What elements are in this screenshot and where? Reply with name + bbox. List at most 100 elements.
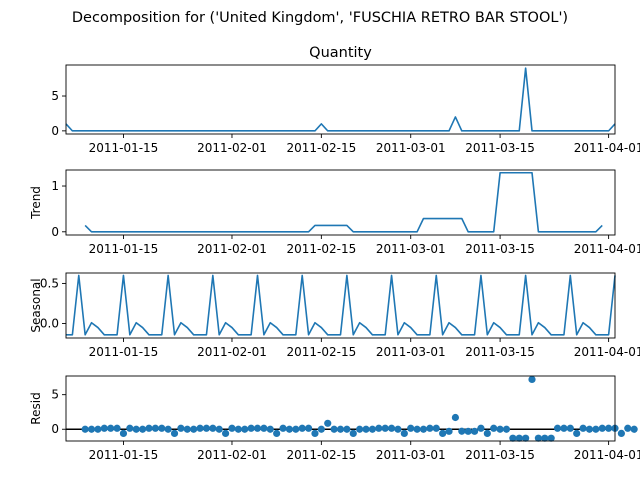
residual-point	[196, 424, 204, 432]
y-tick-label: 0	[51, 422, 59, 436]
residual-point	[324, 419, 332, 427]
residual-point	[400, 429, 408, 437]
residual-point	[356, 425, 364, 433]
axes-frame	[65, 169, 616, 236]
panel-0: Quantity 2011-01-15 2011-02-01 2011-02-15 20…	[51, 45, 640, 155]
x-tick-label: 2011-03-01	[376, 345, 446, 359]
residual-point	[139, 425, 147, 433]
residual-point	[381, 424, 389, 432]
x-tick-label: 2011-04-01	[574, 345, 640, 359]
residual-point	[94, 425, 102, 433]
residual-point	[266, 425, 274, 433]
series-line	[84, 171, 603, 233]
residual-point	[119, 429, 128, 437]
residual-point	[458, 427, 466, 435]
residual-point	[496, 425, 504, 433]
residual-point	[304, 424, 313, 432]
residual-point	[585, 425, 594, 433]
residual-point	[407, 424, 415, 432]
residual-point	[560, 424, 568, 432]
x-tick-label: 2011-01-15	[89, 242, 159, 256]
residual-point	[547, 434, 555, 442]
x-tick-label: 2011-04-01	[574, 242, 640, 256]
residual-point	[311, 429, 319, 437]
residual-point	[221, 429, 230, 437]
residual-point	[285, 425, 294, 433]
residual-point	[170, 429, 179, 437]
residual-point	[234, 425, 242, 433]
residual-point	[534, 434, 542, 442]
residual-point	[579, 424, 587, 432]
residual-point	[490, 424, 498, 432]
x-tick-label: 2011-04-01	[574, 448, 640, 462]
residual-point	[419, 425, 428, 433]
residual-point	[202, 424, 211, 432]
residual-point	[158, 424, 166, 432]
residual-point	[394, 425, 402, 433]
residual-point	[260, 424, 268, 432]
residual-point	[573, 429, 581, 437]
residual-point	[368, 425, 377, 433]
residual-point	[253, 424, 262, 432]
residual-point	[502, 425, 511, 433]
x-tick-label: 2011-02-15	[286, 242, 356, 256]
residual-point	[515, 434, 523, 442]
y-axis-label: Resid	[29, 392, 43, 424]
residual-point	[132, 425, 140, 433]
x-tick-label: 2011-03-01	[376, 141, 446, 155]
panel-2: Seasonal 2011-01-15 2011-02-01 2011-02-15 20…	[29, 272, 640, 359]
residual-point	[343, 425, 351, 433]
y-axis-label: Seasonal	[29, 278, 43, 332]
x-tick-label: 2011-03-15	[465, 242, 535, 256]
x-tick-label: 2011-03-15	[465, 448, 535, 462]
residual-point	[279, 424, 287, 432]
residual-point	[177, 424, 185, 432]
residual-point	[387, 424, 396, 432]
residual-point	[445, 427, 453, 435]
residual-point	[107, 424, 115, 432]
axes-frame	[65, 375, 616, 442]
residual-point	[215, 425, 223, 433]
y-tick-label: 0	[51, 225, 59, 239]
x-tick-label: 2011-02-01	[197, 448, 267, 462]
y-tick-label: 5	[51, 388, 59, 402]
panels-group: Quantity 2011-01-15 2011-02-01 2011-02-15 20…	[29, 45, 640, 462]
y-tick-label: 0.5	[40, 276, 59, 290]
panel-3: Resid 2011-01-15 2011-02-01 2011-02-15 2011-…	[29, 375, 640, 462]
x-tick-label: 2011-02-01	[197, 242, 267, 256]
x-tick-label: 2011-03-15	[465, 141, 535, 155]
residual-point	[362, 425, 370, 433]
residual-point	[617, 429, 625, 437]
figure-suptitle: Decomposition for ('United Kingdom', 'FU…	[72, 10, 568, 26]
residual-point	[605, 424, 613, 432]
residual-point	[349, 429, 357, 437]
x-tick-label: 2011-03-01	[376, 448, 446, 462]
panel-1: Trend 2011-01-15 2011-02-01 2011-02-15 2011-…	[29, 169, 640, 256]
residual-point	[566, 424, 574, 432]
residual-point	[330, 425, 338, 433]
x-tick-label: 2011-01-15	[89, 141, 159, 155]
residual-point	[183, 425, 191, 433]
residual-point	[630, 425, 638, 433]
residual-point	[432, 424, 440, 432]
residual-point	[477, 424, 485, 432]
residual-point	[592, 425, 600, 433]
residual-point	[126, 424, 134, 432]
residual-point	[113, 424, 121, 432]
residual-point	[151, 424, 159, 432]
residual-point	[413, 425, 421, 433]
y-tick-label: 0	[51, 124, 59, 138]
residual-point	[522, 434, 530, 442]
residual-point	[190, 425, 198, 433]
residual-point	[509, 434, 517, 442]
axes-frame	[65, 64, 616, 135]
residual-point	[624, 424, 632, 432]
x-tick-label: 2011-02-15	[286, 141, 356, 155]
residual-point	[228, 424, 236, 432]
residual-point	[164, 425, 172, 433]
residual-point	[336, 425, 345, 433]
residual-point	[598, 424, 606, 432]
x-tick-label: 2011-01-15	[89, 448, 159, 462]
x-tick-label: 2011-01-15	[89, 345, 159, 359]
